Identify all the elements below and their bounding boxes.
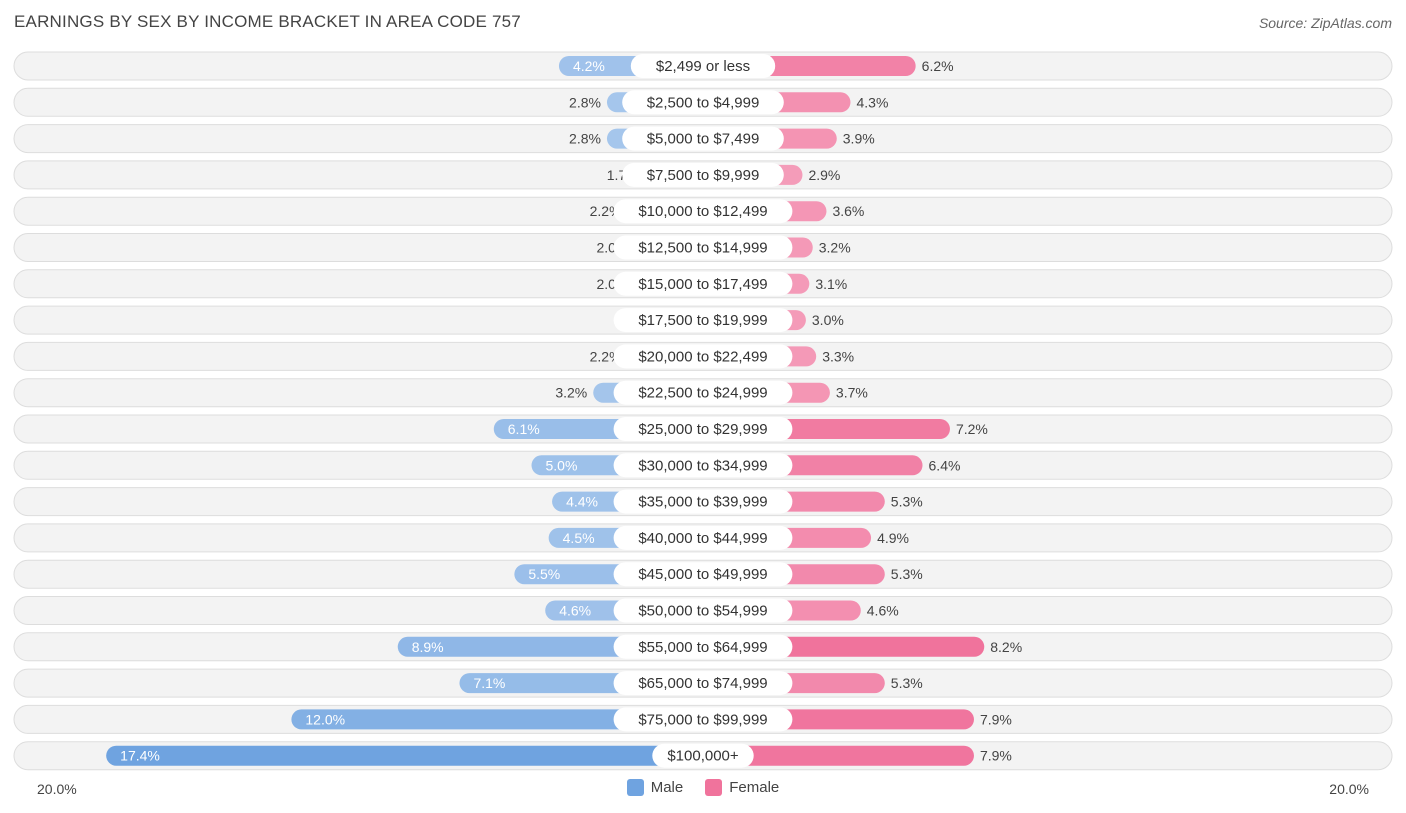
data-label-female: 4.3% — [856, 94, 888, 110]
data-label-female: 3.2% — [819, 240, 851, 256]
category-label: $17,500 to $19,999 — [638, 312, 767, 329]
data-label-male: 3.2% — [555, 385, 587, 401]
data-label-male: 2.2% — [590, 203, 622, 219]
category-label-background — [613, 199, 793, 224]
category-label-background — [622, 90, 784, 115]
data-label-male: 2.8% — [569, 131, 601, 147]
category-label-background — [630, 54, 776, 78]
data-label-male: 7.1% — [473, 675, 505, 691]
data-label-female: 7.9% — [980, 711, 1012, 727]
data-label-male: 5.0% — [546, 457, 578, 473]
data-label-female: 3.1% — [815, 276, 847, 292]
category-label: $12,500 to $14,999 — [638, 240, 767, 257]
legend-label-female: Female — [729, 779, 780, 796]
category-label-background — [652, 743, 754, 768]
data-label-female: 3.7% — [836, 385, 868, 401]
data-label-female: 8.2% — [990, 639, 1022, 655]
data-label-female: 4.6% — [867, 603, 899, 619]
data-label-male: 12.0% — [305, 711, 345, 727]
category-label: $30,000 to $34,999 — [638, 457, 767, 474]
category-label-background — [613, 271, 793, 296]
data-label-male: 4.4% — [566, 494, 598, 510]
bar-female — [703, 745, 974, 766]
category-label-background — [613, 308, 793, 333]
data-label-male: 2.2% — [590, 348, 622, 364]
data-label-male: 4.6% — [559, 603, 591, 619]
category-label: $20,000 to $22,499 — [638, 348, 767, 365]
data-label-male: 17.4% — [120, 748, 160, 764]
category-label-background — [622, 126, 784, 151]
category-label: $50,000 to $54,999 — [638, 603, 767, 620]
bar-male — [106, 745, 704, 766]
legend-item-female: Female — [705, 779, 779, 796]
category-label: $7,500 to $9,999 — [647, 167, 760, 184]
data-label-female: 5.3% — [891, 494, 923, 510]
category-label-background — [613, 634, 793, 659]
category-label-background — [613, 344, 793, 369]
category-label-background — [613, 453, 793, 478]
data-label-female: 7.2% — [956, 421, 988, 437]
category-label: $65,000 to $74,999 — [638, 675, 767, 692]
data-label-female: 3.0% — [812, 312, 844, 328]
chart-source: Source: ZipAtlas.com — [1258, 15, 1392, 31]
category-label-background — [613, 489, 793, 514]
data-label-female: 3.9% — [843, 131, 875, 147]
category-label-background — [622, 162, 784, 187]
data-label-male: 5.5% — [528, 566, 560, 582]
data-label-male: 4.2% — [573, 58, 605, 74]
category-label: $5,000 to $7,499 — [647, 131, 760, 148]
data-label-female: 6.2% — [922, 58, 954, 74]
category-label-background — [613, 671, 793, 696]
category-label-background — [613, 598, 793, 623]
category-label: $2,500 to $4,999 — [647, 94, 760, 111]
category-label: $25,000 to $29,999 — [638, 421, 767, 438]
category-label: $10,000 to $12,499 — [638, 203, 767, 220]
legend-label-male: Male — [650, 779, 684, 796]
data-label-female: 6.4% — [929, 457, 961, 473]
data-label-female: 3.6% — [832, 203, 864, 219]
chart-title: EARNINGS BY SEX BY INCOME BRACKET IN ARE… — [14, 12, 521, 31]
legend-swatch-female — [705, 779, 723, 796]
data-label-male: 8.9% — [412, 639, 444, 655]
category-label: $55,000 to $64,999 — [638, 639, 767, 656]
category-label-background — [613, 525, 793, 550]
category-label-background — [613, 380, 793, 405]
legend-swatch-male — [626, 779, 644, 796]
data-label-male: 6.1% — [508, 421, 540, 437]
category-label: $75,000 to $99,999 — [638, 711, 767, 728]
category-label-background — [613, 235, 793, 260]
category-label: $15,000 to $17,499 — [638, 276, 767, 293]
bar-male — [291, 709, 703, 730]
category-label-background — [613, 562, 793, 587]
legend-item-male: Male — [626, 779, 684, 796]
data-label-male: 4.5% — [563, 530, 595, 546]
category-label-background — [613, 417, 793, 441]
data-label-female: 2.9% — [808, 167, 840, 183]
legend: Male Female — [0, 779, 1406, 796]
category-label: $2,499 or less — [656, 58, 750, 75]
data-label-male: 2.8% — [569, 94, 601, 110]
category-label: $45,000 to $49,999 — [638, 566, 767, 583]
category-label: $100,000+ — [667, 748, 739, 765]
data-label-female: 5.3% — [891, 566, 923, 582]
category-label: $22,500 to $24,999 — [638, 385, 767, 402]
axis-label-left: 20.0% — [37, 781, 77, 797]
data-label-female: 3.3% — [822, 348, 854, 364]
category-label: $35,000 to $39,999 — [638, 494, 767, 511]
data-label-female: 4.9% — [877, 530, 909, 546]
category-label-background — [613, 707, 793, 732]
data-label-female: 5.3% — [891, 675, 923, 691]
axis-label-right: 20.0% — [1329, 781, 1369, 797]
data-label-female: 7.9% — [980, 748, 1012, 764]
category-label: $40,000 to $44,999 — [638, 530, 767, 547]
